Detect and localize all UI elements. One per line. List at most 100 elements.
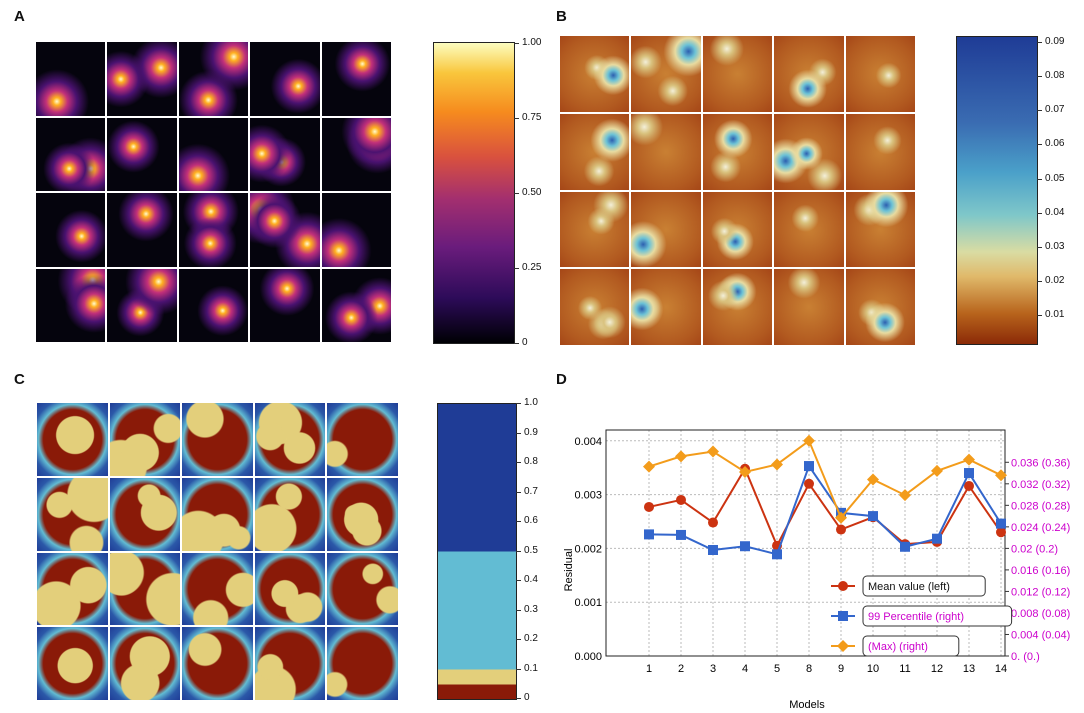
y-tick-label: 0.001: [574, 597, 602, 609]
data-point: [771, 458, 783, 471]
series-line: [648, 466, 1002, 549]
image-tile: [327, 552, 398, 626]
data-point: [867, 473, 879, 486]
image-tile: [702, 36, 773, 112]
y2-tick-label: 0.02 (0.2): [1011, 543, 1058, 555]
colorbar-tick-label: 0.2: [524, 633, 538, 644]
y-tick-label: 0.003: [574, 490, 602, 502]
image-tile: [774, 113, 844, 190]
data-point: [772, 549, 782, 560]
image-tile: [36, 268, 106, 342]
data-point: [996, 518, 1006, 529]
image-tile: [107, 42, 177, 116]
data-point: [676, 494, 686, 505]
colorbar-tick-label: 0.7: [524, 485, 538, 497]
colorbar-tick-mark: [516, 698, 521, 699]
image-tile: [254, 627, 326, 700]
image-tile: [107, 193, 177, 267]
colorbar-tick-mark: [1037, 110, 1042, 112]
data-point: [836, 524, 846, 535]
colorbar-tick-mark: [516, 521, 521, 522]
image-tile: [109, 403, 181, 476]
data-point: [900, 541, 910, 552]
colorbar-tick-label: 0.07: [1045, 104, 1065, 116]
colorbar-tick-mark: [1037, 42, 1042, 43]
panel-b-colorbar: [956, 36, 1038, 345]
image-tile: [631, 191, 701, 268]
image-tile: [254, 552, 326, 626]
panel-c-image-grid: [37, 403, 398, 700]
image-tile: [182, 627, 253, 700]
chart-x-axis-ticks: 1 2 3 4 5 8 9 10 11 12 13 14: [646, 663, 1007, 675]
chart-right-axis-ticks: 0. (0.) 0.004 (0.04) 0.008 (0.08) 0.012 (0.…: [1005, 457, 1070, 663]
colorbar-tick-label: 0.08: [1045, 70, 1065, 82]
colorbar-tick-mark: [516, 668, 521, 670]
colorbar-tick-mark: [1037, 281, 1042, 283]
image-tile: [631, 113, 701, 190]
data-point: [963, 453, 975, 466]
x-tick-label: 14: [995, 663, 1007, 675]
image-tile: [182, 403, 253, 476]
x-tick-label: 12: [931, 663, 943, 675]
chart-plot-frame: [605, 429, 1006, 657]
colorbar-tick-label: 0.02: [1045, 275, 1065, 287]
colorbar-tick-label: 0.01: [1045, 309, 1065, 321]
image-tile: [774, 191, 844, 268]
image-tile: [36, 117, 106, 191]
data-point: [643, 460, 655, 473]
image-tile: [178, 268, 249, 342]
image-tile: [254, 477, 326, 551]
colorbar-tick-mark: [1037, 178, 1042, 180]
image-tile: [107, 268, 177, 342]
legend-box: [862, 635, 960, 657]
x-tick-label: 2: [678, 663, 684, 675]
x-tick-label: 3: [710, 663, 716, 675]
series-line: [648, 439, 1002, 520]
y2-tick-label: 0.016 (0.16): [1011, 565, 1070, 577]
image-tile: [845, 113, 915, 190]
colorbar-tick-label: 0.4: [524, 574, 538, 585]
image-tile: [321, 42, 391, 116]
y2-tick-label: 0.012 (0.12): [1011, 586, 1070, 598]
colorbar-tick-mark: [1037, 144, 1042, 146]
image-tile: [37, 552, 108, 626]
colorbar-tick-label: 0.04: [1045, 206, 1065, 218]
legend-marker: [837, 640, 849, 652]
colorbar-tick-mark: [514, 343, 519, 344]
image-tile: [37, 403, 108, 476]
colorbar-tick-mark: [516, 580, 521, 581]
colorbar-tick-label: 0.50: [522, 187, 542, 198]
y2-tick-label: 0. (0.): [1011, 651, 1040, 663]
data-point: [676, 529, 686, 540]
colorbar-tick-mark: [1037, 315, 1042, 317]
colorbar-tick-label: 0.06: [1045, 138, 1065, 150]
image-tile: [37, 477, 108, 551]
x-tick-label: 5: [774, 663, 780, 675]
colorbar-tick-label: 0.03: [1045, 240, 1065, 252]
data-point: [804, 461, 814, 472]
colorbar-tick-mark: [514, 118, 519, 119]
colorbar-tick-label: 0: [522, 337, 528, 348]
y-tick-label: 0.002: [574, 543, 602, 555]
chart-left-axis-ticks: 0.000 0.001 0.002 0.003 0.004: [574, 436, 602, 663]
image-tile: [250, 268, 320, 342]
legend-box: [862, 605, 1013, 627]
data-point: [964, 468, 974, 479]
chart-series: [643, 434, 1007, 560]
image-tile: [109, 552, 181, 626]
image-tile: [107, 117, 177, 191]
colorbar-tick-mark: [514, 193, 519, 194]
data-point: [644, 529, 654, 540]
legend-label: (Max) (right): [868, 641, 928, 653]
image-tile: [845, 191, 915, 268]
colorbar-tick-mark: [1037, 246, 1042, 248]
colorbar-tick-mark: [516, 432, 521, 434]
colorbar-tick-mark: [516, 403, 521, 404]
y-tick-label: 0.000: [574, 651, 602, 663]
data-point: [932, 533, 942, 544]
panel-label-d: D: [556, 371, 567, 388]
colorbar-tick-label: 0.25: [522, 262, 542, 273]
data-point: [644, 501, 654, 512]
colorbar-tick-mark: [1037, 76, 1042, 78]
colorbar-tick-mark: [516, 609, 521, 611]
